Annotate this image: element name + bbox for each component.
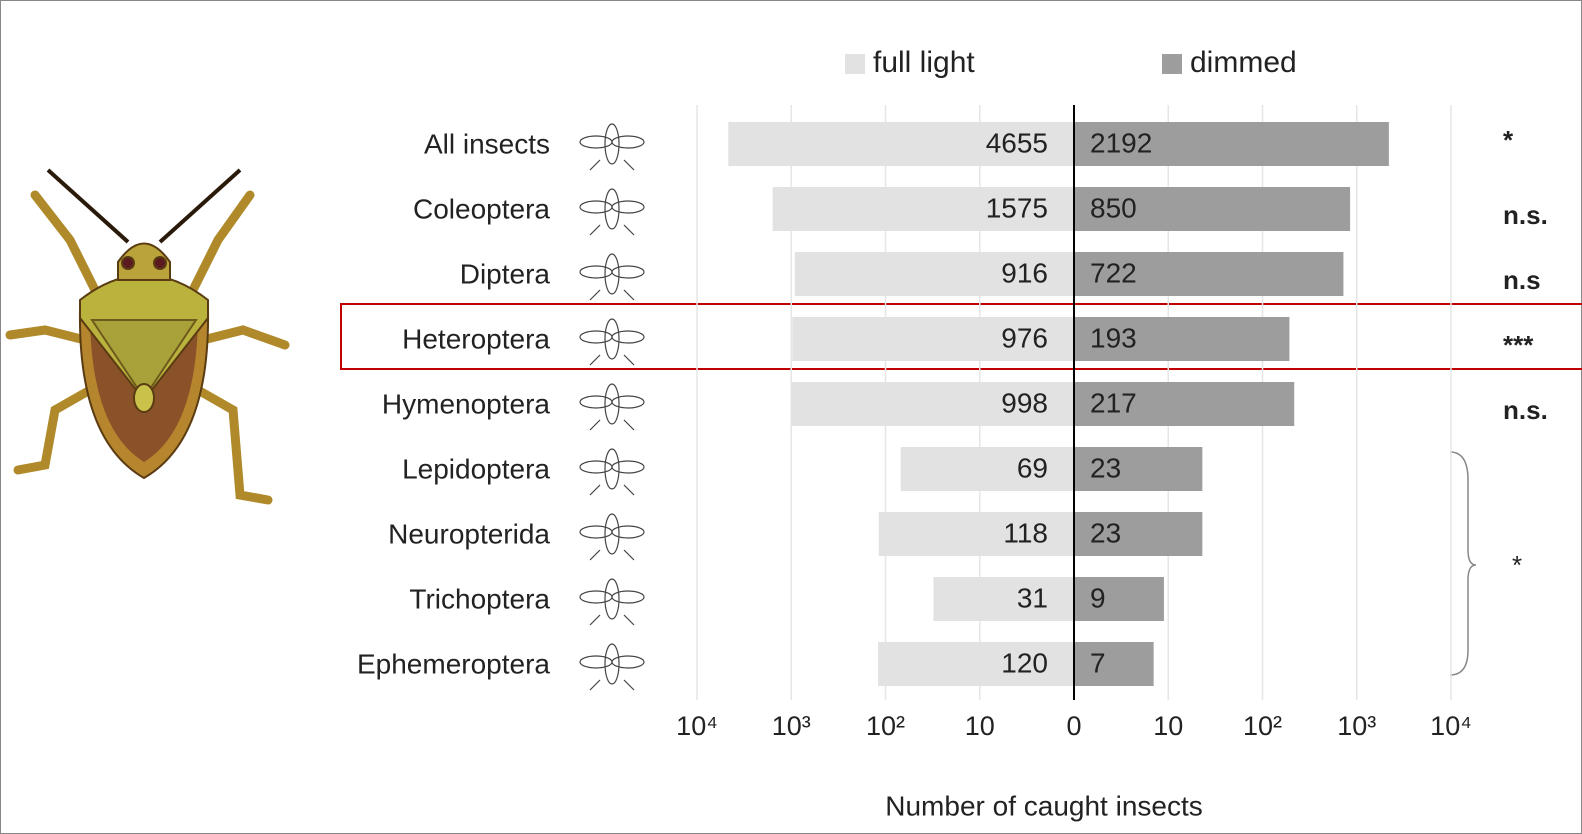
value-label: 23 bbox=[1090, 452, 1121, 483]
chart: 0 10 10 10² 10² 10³ 10³ 10⁴ 10⁴ Number of caught … bbox=[0, 0, 1582, 834]
x-tick-label: 0 bbox=[1066, 711, 1081, 741]
x-tick-label: 10² bbox=[1243, 711, 1282, 741]
category-label: Coleoptera bbox=[413, 193, 550, 224]
value-label: 118 bbox=[1003, 517, 1048, 548]
value-label: 69 bbox=[1017, 452, 1048, 483]
value-label: 7 bbox=[1090, 647, 1106, 678]
category-label: Ephemeroptera bbox=[357, 648, 550, 679]
bar bbox=[1074, 577, 1164, 621]
group-significance: * bbox=[1512, 550, 1522, 580]
category-label: Lepidoptera bbox=[402, 453, 550, 484]
bar bbox=[901, 447, 1074, 491]
value-label: 998 bbox=[1001, 387, 1048, 418]
significance-label: n.s. bbox=[1503, 200, 1548, 230]
legend-label: full light bbox=[873, 46, 975, 79]
x-tick-label: 10³ bbox=[1337, 711, 1376, 741]
value-label: 193 bbox=[1090, 322, 1137, 353]
x-tick-label: 10⁴ bbox=[676, 711, 718, 741]
value-label: 31 bbox=[1017, 582, 1048, 613]
significance-label: n.s bbox=[1503, 265, 1541, 295]
value-label: 23 bbox=[1090, 517, 1121, 548]
value-label: 120 bbox=[1001, 647, 1048, 678]
significance-label: n.s. bbox=[1503, 395, 1548, 425]
x-tick-label: 10 bbox=[965, 711, 995, 741]
legend-swatch bbox=[845, 54, 865, 74]
value-label: 850 bbox=[1090, 192, 1137, 223]
value-label: 9 bbox=[1090, 582, 1106, 613]
value-label: 976 bbox=[1001, 322, 1048, 353]
bar bbox=[933, 577, 1074, 621]
x-axis-label: Number of caught insects bbox=[885, 790, 1203, 821]
category-label: Trichoptera bbox=[409, 583, 550, 614]
x-tick-label: 10 bbox=[1153, 711, 1183, 741]
category-label: Hymenoptera bbox=[382, 388, 551, 419]
category-label: Heteroptera bbox=[402, 323, 550, 354]
category-label: Neuropterida bbox=[388, 518, 550, 549]
x-tick-label: 10² bbox=[866, 711, 905, 741]
category-label: Diptera bbox=[460, 258, 551, 289]
x-tick-label: 10³ bbox=[772, 711, 811, 741]
value-label: 2192 bbox=[1090, 127, 1152, 158]
value-label: 1575 bbox=[986, 192, 1048, 223]
significance-label: * bbox=[1503, 125, 1514, 155]
legend-label: dimmed bbox=[1190, 46, 1297, 79]
value-label: 722 bbox=[1090, 257, 1137, 288]
x-tick-label: 10⁴ bbox=[1430, 711, 1472, 741]
legend-swatch bbox=[1162, 54, 1182, 74]
significance-label: *** bbox=[1503, 330, 1534, 360]
value-label: 916 bbox=[1001, 257, 1048, 288]
value-label: 217 bbox=[1090, 387, 1137, 418]
bar bbox=[1074, 642, 1154, 686]
value-label: 4655 bbox=[986, 127, 1048, 158]
category-label: All insects bbox=[424, 128, 550, 159]
